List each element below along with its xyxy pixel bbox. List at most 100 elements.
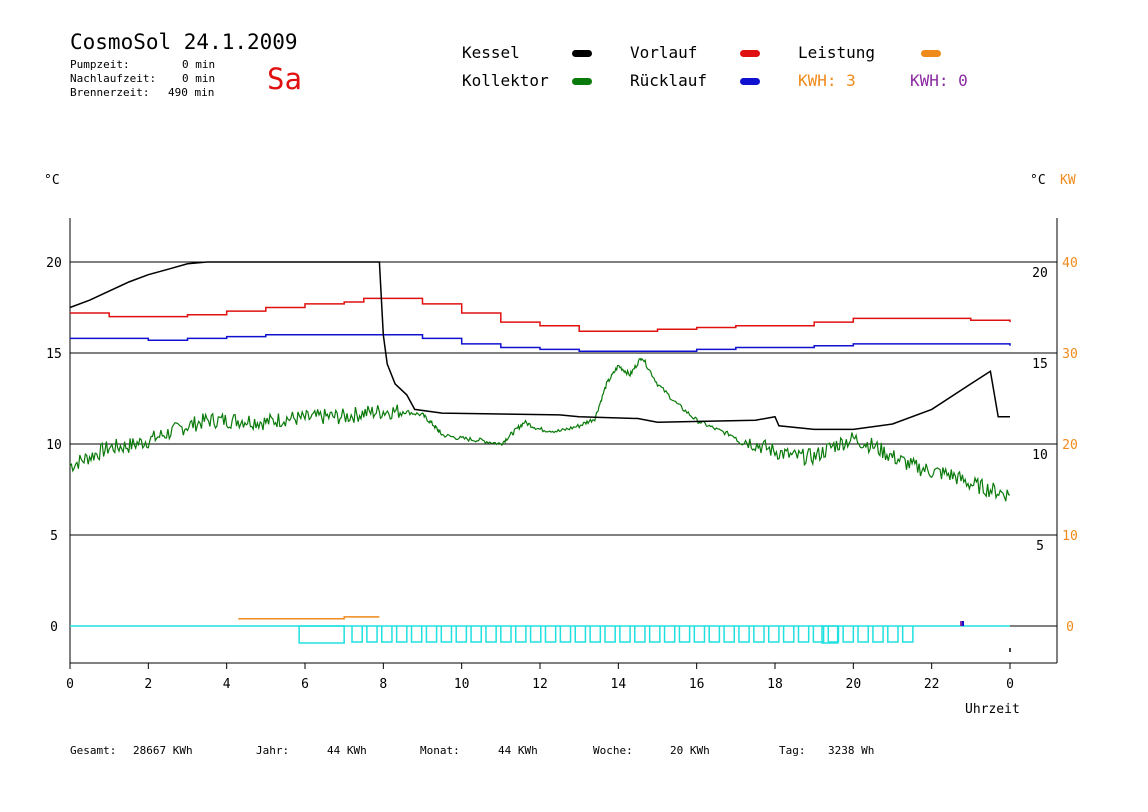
gesamt-value: 28667 KWh	[133, 744, 193, 757]
chart-grid	[70, 261, 1057, 627]
tag-label: Tag:	[779, 744, 806, 757]
series-line-leistung	[238, 616, 380, 620]
pump-pulse	[366, 626, 378, 643]
y-right-kw-tick-label: 20	[1062, 438, 1078, 453]
x-axis-label: Uhrzeit	[965, 702, 1020, 717]
pump-pulse	[589, 626, 602, 643]
y-left-tick-label: 0	[50, 620, 58, 635]
legend-vorlauf-label: Vorlauf	[630, 43, 698, 62]
x-tick-label: 14	[611, 677, 627, 692]
y-right-kw-tick-label: 0	[1066, 620, 1074, 635]
kwh-orange-label: KWH: 3	[798, 71, 856, 90]
y-right-tick-label: 20	[1032, 266, 1048, 281]
y-left-tick-label: 15	[46, 347, 62, 362]
left-unit-label: °C	[44, 173, 60, 188]
legend-ruecklauf-swatch	[740, 78, 760, 85]
y-right-kw-tick-label: 40	[1062, 256, 1078, 271]
pump-activity	[70, 621, 1011, 652]
pump-pulse	[514, 626, 527, 643]
pump-pulse	[842, 626, 855, 643]
x-tick-label: 22	[924, 677, 940, 692]
chart-title: CosmoSol 24.1.2009	[70, 30, 298, 54]
series-line-ruecklauf	[70, 334, 1011, 352]
pump-pulse	[827, 626, 840, 643]
pumpzeit-label: Pumpzeit:	[70, 58, 130, 71]
pump-pulse	[529, 626, 542, 643]
pump-pulse	[455, 626, 468, 643]
pump-pulse	[812, 626, 825, 643]
x-tick-label: 20	[846, 677, 862, 692]
legend-kessel-swatch	[572, 50, 592, 57]
pump-pulse	[440, 626, 453, 643]
brennerzeit-value: 490 min	[168, 86, 215, 99]
x-tick-label: 16	[689, 677, 705, 692]
pump-pulse	[544, 626, 557, 643]
y-right-kw-tick-label: 30	[1062, 347, 1078, 362]
pump-pulse	[604, 626, 616, 643]
legend-leistung-swatch	[921, 50, 941, 57]
y-right-tick-label: 10	[1032, 448, 1048, 463]
pump-pulse	[395, 626, 408, 643]
pump-pulse	[753, 626, 765, 643]
pump-pulse	[901, 626, 914, 643]
pump-pulse	[708, 626, 721, 643]
x-tick-label: 2	[144, 677, 152, 692]
pump-pulse	[738, 626, 750, 643]
pump-pulse	[381, 626, 393, 643]
pumpzeit-value: 0 min	[182, 58, 216, 71]
pump-pulse	[693, 626, 706, 643]
chart-series	[69, 261, 1011, 620]
pump-pulse	[634, 626, 646, 643]
right-unit-label: °C	[1030, 173, 1046, 188]
legend-kessel-label: Kessel	[462, 43, 520, 62]
pump-pulse	[678, 626, 691, 643]
pump-block	[298, 625, 345, 644]
nachlaufzeit-value: 0 min	[182, 72, 216, 85]
pump-pulse	[872, 626, 884, 643]
x-tick-label: 12	[532, 677, 548, 692]
legend-kollektor-label: Kollektor	[462, 71, 549, 90]
monat-label: Monat:	[420, 744, 460, 757]
pump-pulse	[648, 626, 661, 643]
right-unit2-label: KW	[1060, 173, 1076, 188]
y-right-tick-label: 5	[1036, 539, 1044, 554]
chart-frame	[69, 218, 1058, 664]
woche-value: 20 KWh	[670, 744, 710, 757]
pump-pulse	[619, 626, 631, 643]
pump-pulse	[470, 626, 482, 643]
x-tick-label: 18	[767, 677, 783, 692]
x-tick-label: 8	[379, 677, 387, 692]
legend-ruecklauf-label: Rücklauf	[630, 71, 708, 90]
brennerzeit-label: Brennerzeit:	[70, 86, 150, 99]
nachlaufzeit-label: Nachlaufzeit:	[70, 72, 157, 85]
tag-value: 3238 Wh	[828, 744, 875, 757]
pump-pulse	[559, 626, 572, 643]
x-tick-label: 0	[66, 677, 74, 692]
y-left-tick-label: 20	[46, 256, 62, 271]
pump-pulse	[663, 626, 676, 643]
pump-pulse	[797, 626, 810, 643]
kwh-purple-label: KWH: 0	[910, 71, 968, 90]
pump-pulse	[782, 626, 795, 643]
weekday-label: Sa	[267, 62, 302, 96]
x-tick-label: 6	[301, 677, 309, 692]
pump-pulse	[857, 626, 869, 643]
jahr-value: 44 KWh	[327, 744, 367, 757]
pump-pulse	[887, 626, 899, 643]
x-tick-label: 0	[1006, 677, 1014, 692]
pump-pulse	[500, 626, 512, 643]
legend-vorlauf-swatch	[740, 50, 760, 57]
pump-pulse	[767, 626, 780, 643]
monat-value: 44 KWh	[498, 744, 538, 757]
woche-label: Woche:	[593, 744, 633, 757]
x-tick-label: 10	[454, 677, 470, 692]
pump-block	[821, 625, 839, 644]
series-line-kollektor	[69, 357, 1011, 502]
pump-pulse	[410, 626, 423, 643]
series-line-vorlauf	[70, 297, 1011, 332]
jahr-label: Jahr:	[256, 744, 290, 757]
y-left-tick-label: 10	[46, 438, 62, 453]
pump-pulse	[723, 626, 736, 643]
pump-pulse	[485, 626, 497, 643]
